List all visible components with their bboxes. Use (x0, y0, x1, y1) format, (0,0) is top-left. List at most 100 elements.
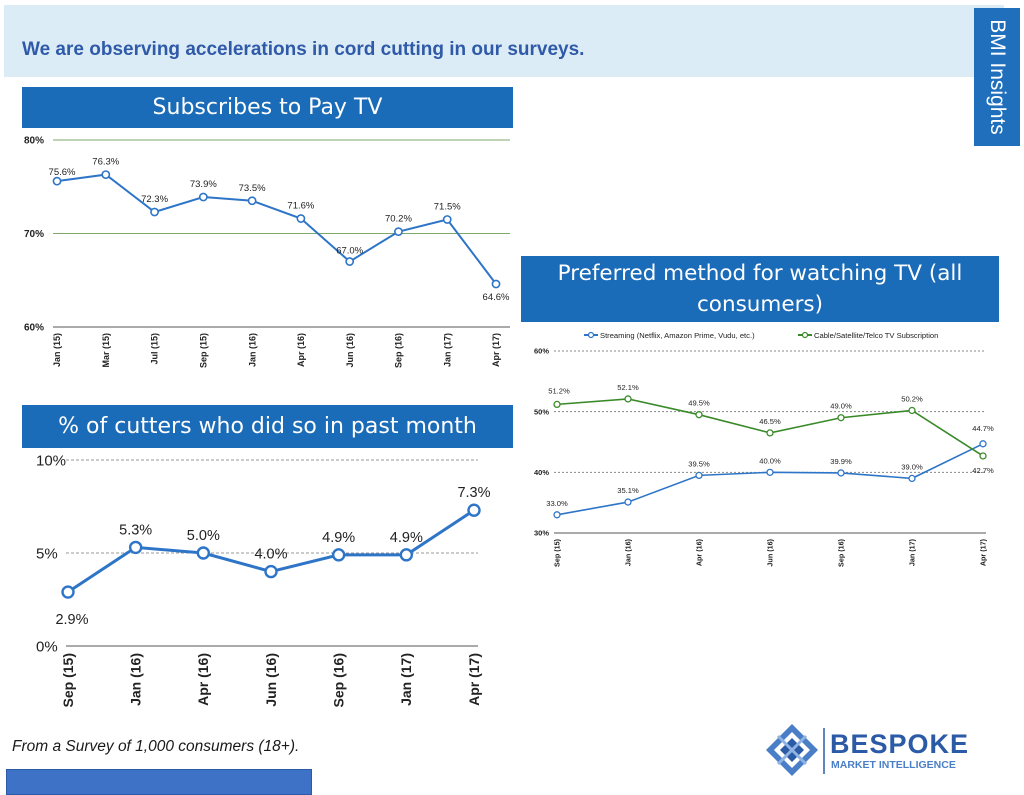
cutters-data-label: 5.0% (187, 528, 220, 544)
preferred-legend-marker (801, 331, 809, 339)
preferred-data-label: 51.2% (548, 386, 570, 395)
preferred-legend-label: Streaming (Netflix, Amazon Prime, Vudu, … (600, 331, 755, 340)
preferred-data-label: 44.7% (972, 424, 994, 433)
paytv-point (198, 192, 208, 202)
cutters-xtick: Sep (15) (60, 653, 76, 707)
cutters-xtick: Apr (17) (466, 653, 482, 706)
preferred-point (979, 452, 987, 460)
blue-bar (6, 769, 312, 795)
preferred-point (695, 471, 703, 480)
cutters-data-label: 4.9% (390, 530, 423, 546)
preferred-point (766, 429, 774, 437)
paytv-point (345, 257, 355, 266)
preferred-point (624, 395, 632, 403)
preferred-point (908, 474, 916, 483)
chart1-header: Subscribes to Pay TV (22, 87, 513, 128)
paytv-data-label: 75.6% (49, 167, 76, 178)
cutters-ytick: 5% (36, 545, 58, 562)
paytv-point (491, 279, 501, 289)
preferred-ytick: 40% (534, 468, 549, 477)
paytv-data-label: 64.6% (483, 292, 510, 303)
cutters-xtick: Jan (17) (398, 653, 414, 706)
bespoke-logo: BESPOKE MARKET INTELLIGENCE (766, 724, 968, 776)
preferred-data-label: 50.2% (901, 394, 923, 403)
cutters-point (196, 546, 211, 560)
paytv-data-label: 73.9% (190, 179, 217, 190)
preferred-xtick: Jan (16) (624, 538, 633, 566)
preferred-point (908, 406, 916, 415)
cutters-point (61, 585, 75, 599)
preferred-data-label: 35.1% (617, 486, 639, 495)
preferred-point (695, 411, 703, 419)
preferred-data-label: 52.1% (617, 383, 639, 392)
paytv-data-label: 76.3% (92, 157, 119, 168)
paytv-point (101, 170, 111, 179)
paytv-xtick: Sep (15) (198, 333, 208, 368)
preferred-legend-marker (587, 331, 595, 339)
preferred-plot: 30% 40% 50% 60% Sep (15) Jan (16) Apr (16) Jun … (534, 331, 994, 567)
preferred-point (624, 498, 632, 506)
paytv-ytick: 80% (24, 136, 44, 147)
preferred-ytick: 30% (534, 529, 549, 538)
preferred-data-label: 39.5% (688, 459, 710, 468)
survey-footnote: From a Survey of 1,000 consumers (18+). (12, 738, 300, 755)
preferred-point (979, 440, 987, 448)
preferred-data-label: 33.0% (546, 499, 568, 508)
preferred-point (553, 400, 561, 409)
cutters-data-label: 4.0% (254, 547, 287, 563)
title-banner: We are observing accelerations in cord c… (4, 5, 1004, 77)
paytv-data-label: 73.5% (239, 183, 266, 194)
preferred-ytick: 60% (534, 347, 549, 356)
preferred-point (837, 469, 845, 477)
cutters-xtick: Sep (16) (331, 653, 347, 707)
paytv-plot: 60% 70% 80% Jan (15) Mar (15) Jul (15) Sep (15… (24, 136, 510, 369)
paytv-xtick: Jan (15) (52, 333, 62, 367)
page-title: We are observing accelerations in cord c… (22, 39, 585, 60)
preferred-data-label: 49.0% (830, 402, 852, 411)
paytv-ytick: 60% (24, 323, 44, 334)
paytv-xtick: Sep (16) (394, 333, 404, 368)
paytv-data-label: 72.3% (141, 194, 168, 205)
paytv-xtick: Mar (15) (101, 333, 111, 368)
preferred-legend-label: Cable/Satellite/Telco TV Subscription (814, 331, 938, 340)
paytv-data-label: 67.0% (336, 246, 363, 257)
cutters-data-label: 4.9% (322, 530, 355, 546)
preferred-xtick: Sep (15) (553, 538, 562, 567)
cutters-data-label: 7.3% (457, 485, 490, 501)
paytv-data-label: 71.5% (434, 201, 461, 212)
preferred-data-label: 40.0% (759, 456, 781, 465)
bespoke-logo-icon (766, 724, 818, 776)
paytv-point (296, 214, 306, 223)
paytv-point (52, 176, 62, 186)
preferred-data-label: 39.9% (830, 457, 852, 466)
preferred-xtick: Apr (17) (979, 538, 988, 566)
paytv-xtick: Apr (17) (491, 333, 501, 367)
chart3-header: Preferred method for watching TV (all co… (521, 256, 999, 322)
paytv-point (247, 196, 257, 206)
cutters-data-label: 5.3% (119, 522, 152, 538)
cutters-plot: 0% 5% 10% Sep (15) Jan (16) Apr (16) Jun (16) S… (36, 452, 491, 707)
bmi-insights-tab[interactable]: BMI Insights (974, 8, 1020, 146)
preferred-xtick: Jun (16) (766, 538, 775, 566)
preferred-xtick: Jan (17) (908, 538, 917, 566)
preferred-series-line (556, 398, 984, 457)
paytv-point (394, 227, 403, 237)
paytv-ytick: 70% (24, 229, 44, 240)
paytv-point (442, 215, 452, 224)
preferred-data-label: 42.7% (972, 466, 994, 475)
logo-tagline: MARKET INTELLIGENCE (831, 759, 956, 771)
paytv-series-line (56, 173, 497, 285)
cutters-xtick: Jun (16) (263, 653, 279, 707)
preferred-point (553, 511, 561, 519)
cutters-point (399, 548, 414, 562)
cutters-ytick: 10% (36, 452, 66, 469)
paytv-data-label: 71.6% (287, 201, 314, 212)
chart2-header: % of cutters who did so in past month (22, 405, 513, 448)
cutters-xtick: Jan (16) (128, 653, 144, 706)
paytv-point (150, 207, 159, 217)
cutters-point (331, 548, 346, 562)
preferred-series-line (556, 443, 984, 516)
preferred-xtick: Sep (16) (837, 538, 846, 567)
paytv-xtick: Apr (16) (296, 333, 306, 367)
